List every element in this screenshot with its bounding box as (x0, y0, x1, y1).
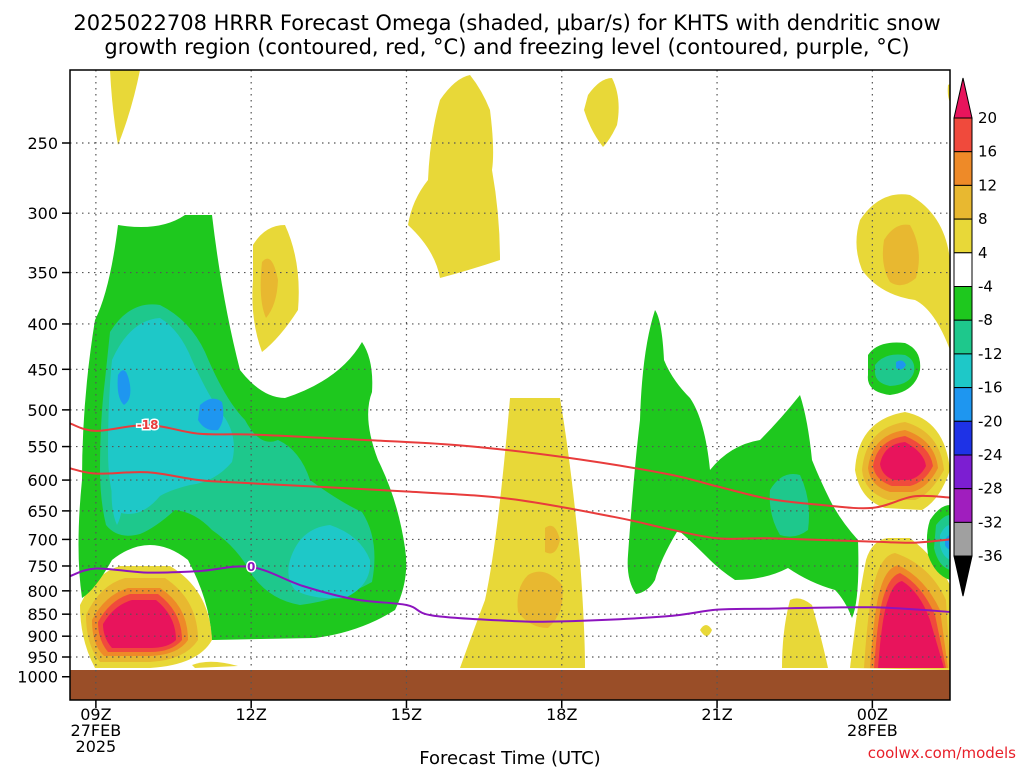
y-tick-label-850: 850 (27, 605, 58, 624)
omega-positive-gt-20 (103, 442, 944, 668)
colorbar-segment-7 (953, 319, 973, 355)
y-tick-label-350: 350 (27, 264, 58, 283)
colorbar-segment-min (953, 555, 973, 597)
colorbar: 20 16 12 8 4 -4 -8 -12 -16 -20 -24 -28 -32 -36 (953, 77, 1003, 597)
y-axis: 250 300 350 400 450 500 550 600 650 700 750 800 850 9… (17, 134, 70, 687)
contour-labels: -18 0 (135, 416, 257, 575)
colorbar-segment-5 (953, 252, 973, 288)
y-tick-label-800: 800 (27, 582, 58, 601)
below-ground-shading (70, 670, 950, 700)
colorbar-segment-12 (953, 488, 973, 523)
x-tick-label-12Z-1: 12Z (236, 705, 267, 724)
colorbar-label-4: 4 (978, 244, 988, 262)
y-tick-label-450: 450 (27, 360, 58, 379)
colorbar-segment-13 (953, 521, 973, 557)
colorbar-label-9: -20 (978, 412, 1003, 430)
colorbar-label-11: -28 (978, 480, 1003, 498)
y-tick-label-400: 400 (27, 315, 58, 334)
y-tick-label-750: 750 (27, 557, 58, 576)
colorbar-label-2: 12 (978, 176, 997, 194)
contour-lines (70, 422, 950, 623)
colorbar-label-0: 20 (978, 109, 997, 127)
y-tick-label-700: 700 (27, 530, 58, 549)
y-tick-label-950: 950 (27, 648, 58, 667)
y-tick-label-250: 250 (27, 134, 58, 153)
colorbar-label-8: -16 (978, 379, 1003, 397)
y-tick-label-900: 900 (27, 627, 58, 646)
colorbar-segment-9 (953, 387, 973, 422)
x-tick-label-09Z-2: 27FEB (71, 721, 122, 740)
colorbar-segment-3 (953, 184, 973, 220)
contour-label-0: 0 (247, 560, 255, 574)
y-tick-label-300: 300 (27, 204, 58, 223)
chart-title-line2: growth region (contoured, red, °C) and f… (104, 35, 909, 59)
y-tick-label-500: 500 (27, 401, 58, 420)
x-axis-label: Forecast Time (UTC) (419, 748, 600, 768)
colorbar-segment-8 (953, 353, 973, 389)
colorbar-segment-1 (953, 117, 973, 153)
contour-line--18 (70, 422, 950, 510)
omega-negative-16-20 (117, 360, 950, 550)
colorbar-segment-max (953, 77, 973, 119)
contour-line--12 (70, 467, 950, 544)
y-tick-label-650: 650 (27, 502, 58, 521)
colorbar-label-6: -8 (978, 311, 993, 329)
colorbar-label-7: -12 (978, 345, 1003, 363)
y-tick-label-1000: 1000 (17, 668, 58, 687)
colorbar-segment-2 (953, 151, 973, 186)
x-tick-label-18Z-1: 18Z (546, 705, 577, 724)
x-tick-label-09Z-1: 09Z (80, 705, 111, 724)
x-tick-label-09Z-3: 2025 (76, 737, 117, 756)
colorbar-segment-4 (953, 218, 973, 254)
colorbar-segment-10 (953, 420, 973, 456)
contour-label--18: -18 (137, 418, 159, 432)
colorbar-label-13: -36 (978, 547, 1003, 565)
y-tick-label-600: 600 (27, 471, 58, 490)
colorbar-segment-11 (953, 454, 973, 490)
omega-negative-12-16 (108, 318, 950, 599)
omega-shading (70, 70, 950, 700)
colorbar-label-5: -4 (978, 278, 993, 296)
x-tick-label-00Z-2: 28FEB (847, 721, 898, 740)
y-tick-label-550: 550 (27, 438, 58, 457)
x-tick-label-15Z-1: 15Z (391, 705, 422, 724)
chart-title-line1: 2025022708 HRRR Forecast Omega (shaded, … (73, 11, 940, 35)
contour-line-0 (70, 565, 950, 623)
x-tick-label-00Z-1: 00Z (857, 705, 888, 724)
colorbar-label-3: 8 (978, 210, 988, 228)
colorbar-label-12: -32 (978, 513, 1003, 531)
credit-text: coolwx.com/models (868, 744, 1016, 762)
colorbar-segment-6 (953, 286, 973, 321)
grid-lines (70, 70, 950, 700)
colorbar-label-1: 16 (978, 143, 997, 161)
x-tick-label-21Z-1: 21Z (701, 705, 732, 724)
plot-frame (69, 69, 951, 701)
colorbar-label-10: -24 (978, 446, 1003, 464)
